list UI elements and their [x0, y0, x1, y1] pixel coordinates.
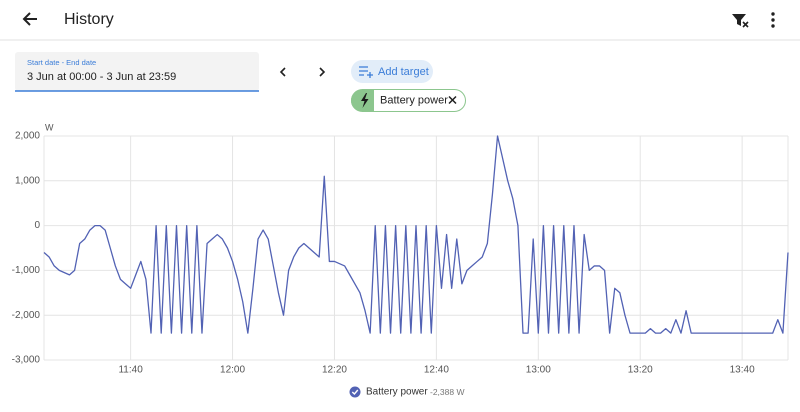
- data-line: [43, 135, 789, 334]
- legend-value: -2,388 W: [430, 387, 465, 397]
- app-bar: [0, 0, 800, 40]
- clear-filter-button[interactable]: [732, 14, 746, 26]
- y-tick-label: -1,000: [12, 265, 41, 276]
- legend-check: [351, 389, 359, 396]
- lightning-icon: [361, 93, 369, 108]
- previous-button[interactable]: [279, 67, 286, 77]
- clear-filter-x: [742, 21, 749, 28]
- x-tick-label: 13:00: [526, 365, 551, 376]
- y-tick-label: 1,000: [15, 175, 40, 186]
- y-tick-label: 0: [34, 220, 40, 231]
- x-tick-label: 13:20: [628, 365, 653, 376]
- x-tick-label: 12:40: [424, 365, 449, 376]
- add-target-icon: [359, 66, 373, 78]
- add-target-chip[interactable]: [351, 60, 433, 83]
- page-title: History: [64, 11, 114, 28]
- add-target-label: Add target: [378, 66, 429, 78]
- menu-dot: [771, 12, 775, 16]
- menu-button[interactable]: [771, 12, 775, 28]
- y-tick-label: -3,000: [12, 355, 41, 366]
- plot-area: 2,000 1,000 0 -1,000 -2,000 -3,000 11:40 12:00 1…: [12, 131, 789, 376]
- menu-dot: [771, 24, 775, 28]
- y-axis-unit: W: [45, 122, 54, 132]
- menu-dot: [771, 18, 775, 22]
- y-tick-label: -2,000: [12, 310, 41, 321]
- target-chip-label: Battery power: [380, 94, 448, 106]
- next-button[interactable]: [319, 67, 326, 77]
- x-tick-label: 11:40: [118, 365, 143, 376]
- remove-target-button[interactable]: [448, 95, 457, 105]
- y-tick-label: 2,000: [15, 131, 40, 142]
- legend-swatch: [349, 386, 361, 398]
- x-tick-label: 12:00: [220, 365, 245, 376]
- x-tick-label: 13:40: [730, 365, 755, 376]
- x-tick-label: 12:20: [322, 365, 347, 376]
- date-field-value: 3 Jun at 00:00 - 3 Jun at 23:59: [27, 71, 176, 83]
- back-button[interactable]: [22, 12, 37, 26]
- legend-label: Battery power: [366, 387, 428, 398]
- date-field-label: Start date - End date: [27, 58, 96, 67]
- date-field[interactable]: [15, 52, 259, 91]
